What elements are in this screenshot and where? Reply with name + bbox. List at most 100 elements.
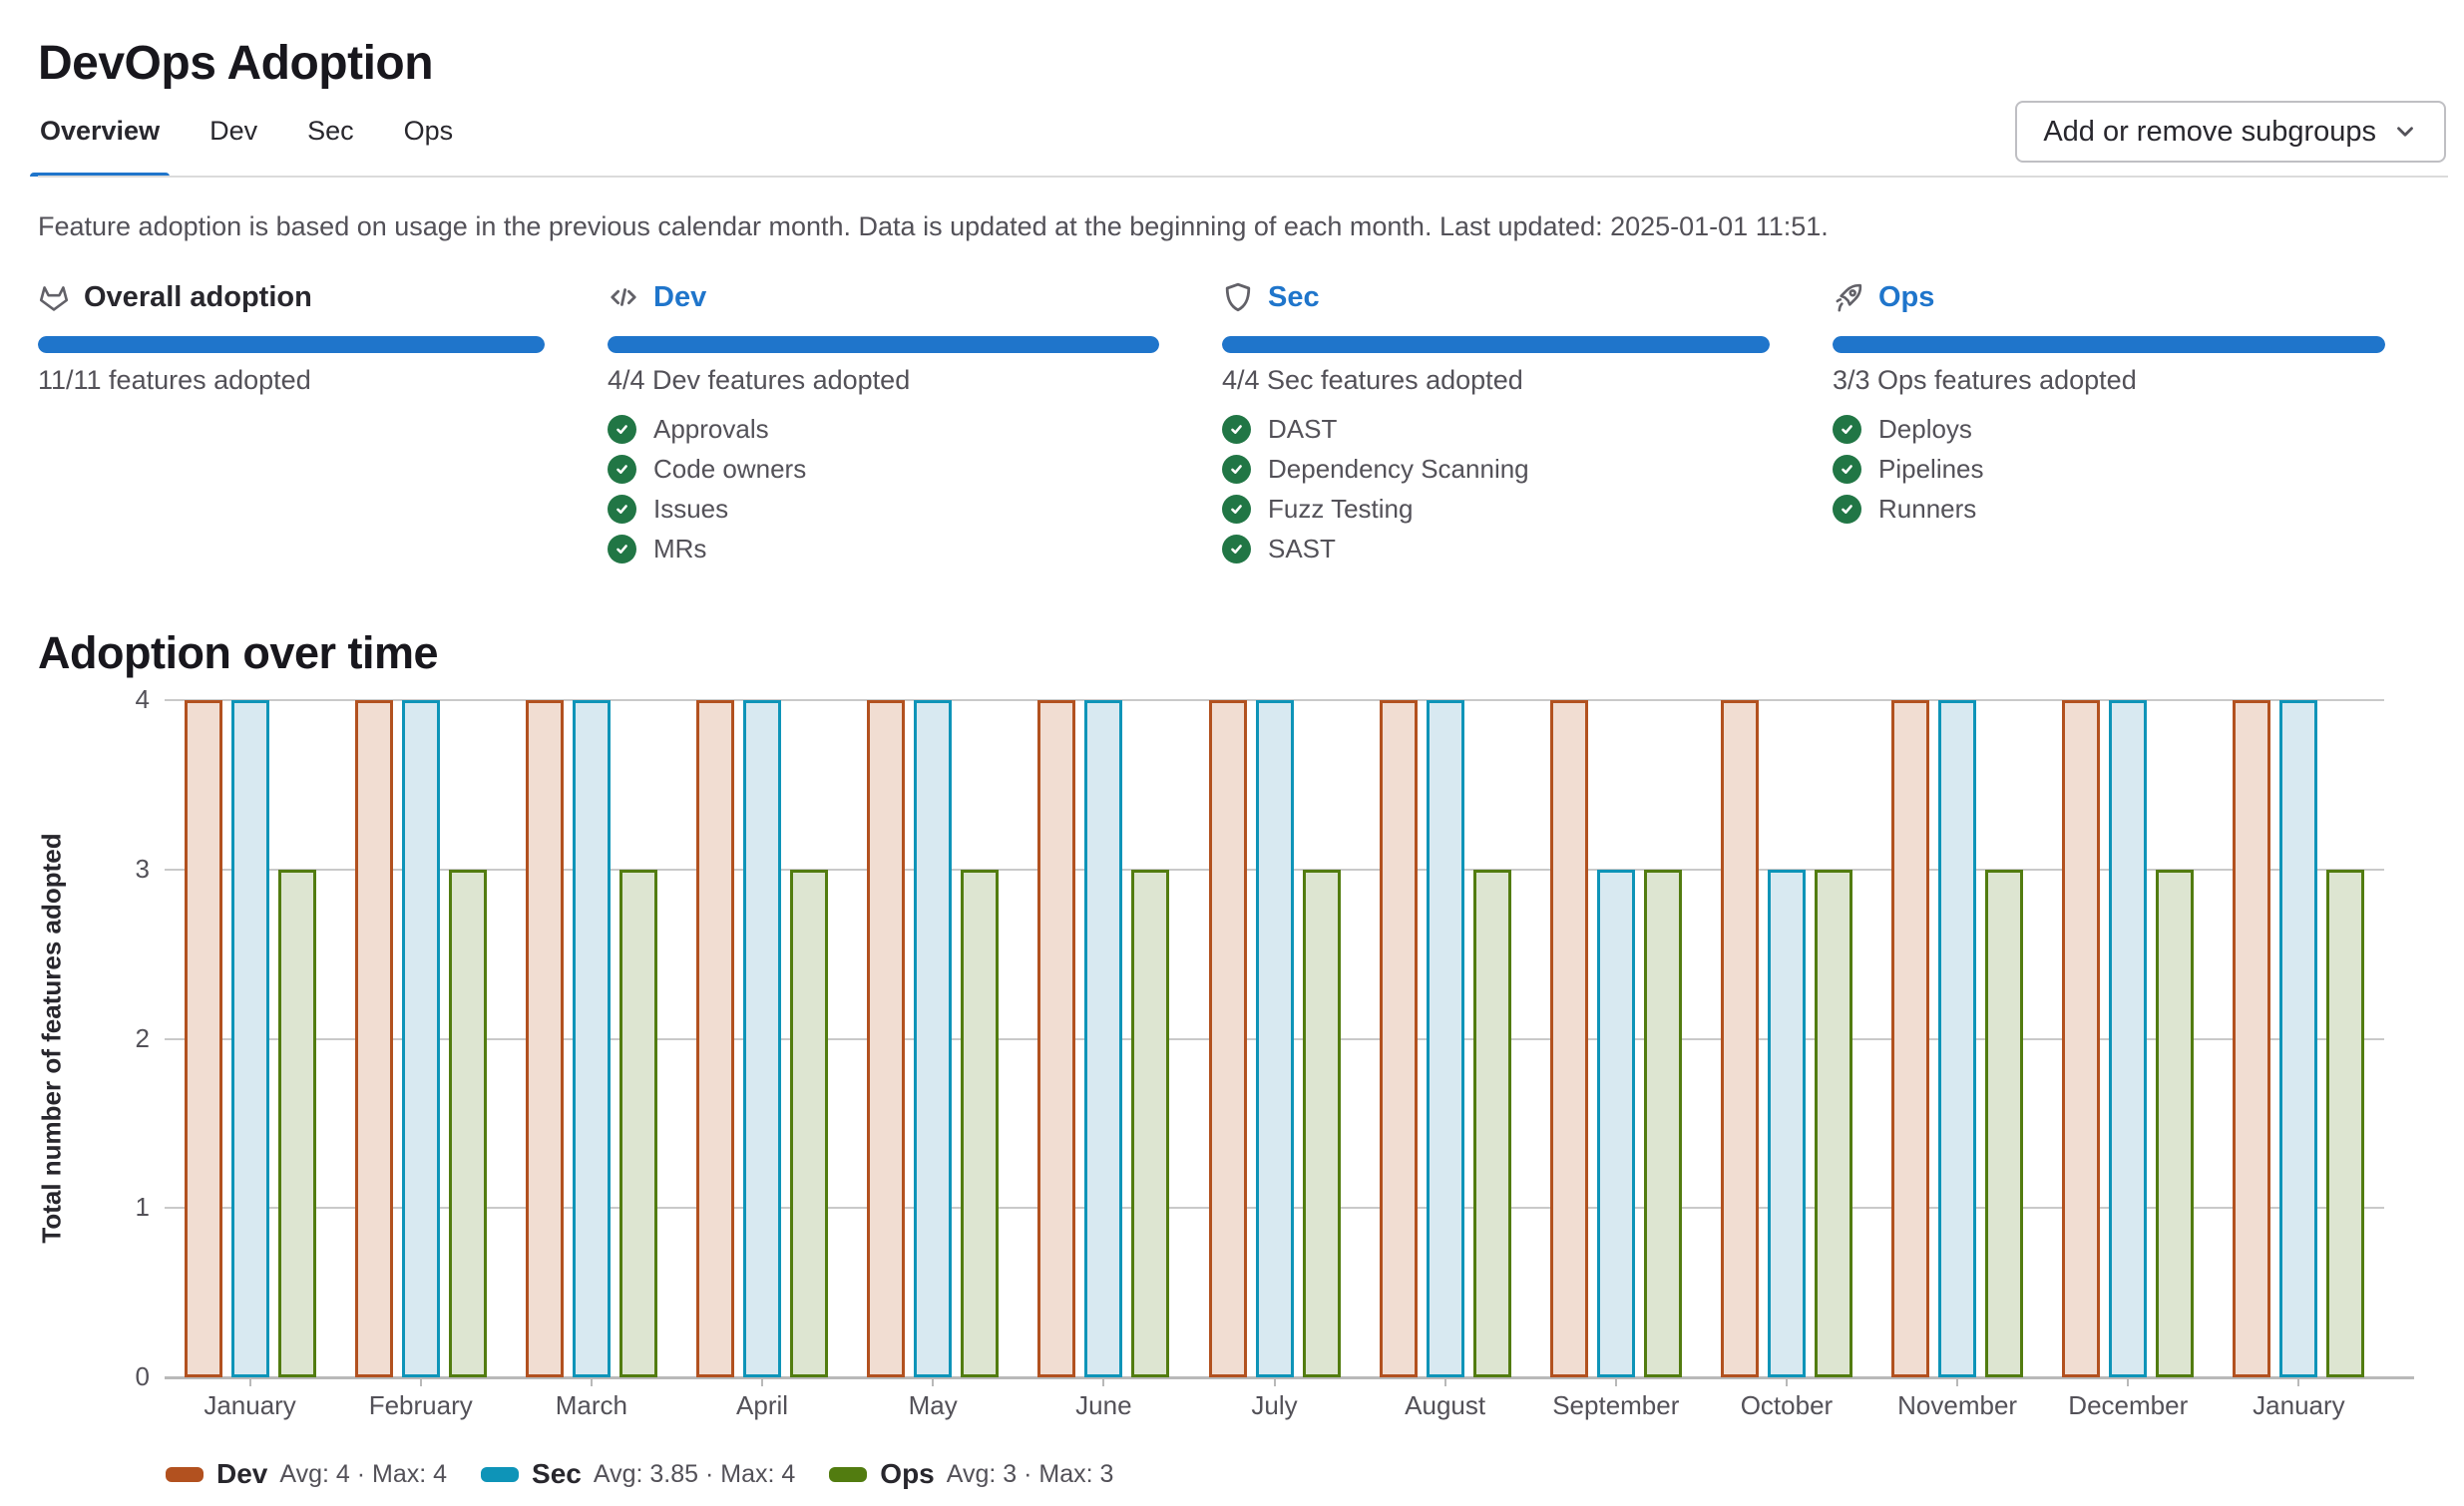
bar-dev-august[interactable] bbox=[1379, 700, 1418, 1377]
x-axis-label-january-12: January bbox=[2253, 1390, 2345, 1420]
bar-ops-september[interactable] bbox=[1643, 869, 1682, 1377]
bar-sec-august[interactable] bbox=[1426, 700, 1464, 1377]
check-circle-icon bbox=[608, 534, 636, 564]
tab-sec[interactable]: Sec bbox=[307, 116, 354, 146]
x-axis-label-july-6: July bbox=[1251, 1390, 1298, 1420]
x-tick bbox=[248, 1377, 251, 1386]
add-or-remove-subgroups-button[interactable]: Add or remove subgroups bbox=[2015, 101, 2446, 163]
adoption-progress-fill bbox=[608, 336, 1159, 353]
check-circle-icon bbox=[608, 414, 636, 444]
x-tick bbox=[1102, 1377, 1105, 1386]
bar-ops-october[interactable] bbox=[1814, 869, 1852, 1377]
bar-sec-february[interactable] bbox=[401, 700, 440, 1377]
feature-label: Runners bbox=[1878, 493, 1977, 524]
legend-swatch-sec bbox=[481, 1466, 520, 1482]
tab-ops[interactable]: Ops bbox=[403, 116, 454, 146]
bar-dev-july[interactable] bbox=[1208, 700, 1247, 1377]
adoption-column-ops: Ops 3/3 Ops features adopted Deploys Pipeli… bbox=[1833, 279, 2385, 568]
y-axis-title: Total number of features adopted bbox=[36, 833, 67, 1244]
x-tick bbox=[761, 1377, 764, 1386]
bar-dev-january[interactable] bbox=[184, 700, 222, 1377]
bar-dev-april[interactable] bbox=[696, 700, 735, 1377]
y-tick-label: 1 bbox=[135, 1192, 150, 1223]
shield-icon bbox=[1222, 281, 1254, 313]
x-tick bbox=[1443, 1377, 1446, 1386]
legend-item-sec[interactable]: Sec Avg: 3.85 · Max: 4 bbox=[481, 1458, 795, 1490]
check-circle-icon bbox=[1222, 454, 1251, 484]
feature-label: Issues bbox=[653, 493, 729, 524]
bar-sec-september[interactable] bbox=[1596, 869, 1635, 1377]
bar-dev-september[interactable] bbox=[1549, 700, 1588, 1377]
bar-sec-june[interactable] bbox=[1084, 700, 1123, 1377]
tanuki-icon bbox=[38, 281, 70, 313]
check-circle-icon bbox=[1833, 494, 1861, 524]
feature-label: Deploys bbox=[1878, 413, 1972, 444]
bar-ops-june[interactable] bbox=[1131, 869, 1170, 1377]
check-circle-icon bbox=[1833, 454, 1861, 484]
bar-sec-january[interactable] bbox=[230, 700, 269, 1377]
bar-sec-november[interactable] bbox=[1938, 700, 1977, 1377]
column-title-sec[interactable]: Sec bbox=[1268, 280, 1320, 313]
feature-label: Fuzz Testing bbox=[1268, 493, 1414, 524]
bar-dev-january[interactable] bbox=[2233, 700, 2271, 1377]
legend-item-dev[interactable]: Dev Avg: 4 · Max: 4 bbox=[166, 1458, 447, 1490]
add-or-remove-subgroups-label: Add or remove subgroups bbox=[2043, 115, 2376, 148]
bar-dev-february[interactable] bbox=[354, 700, 393, 1377]
feature-label: DAST bbox=[1268, 413, 1338, 444]
legend-swatch-dev bbox=[166, 1466, 204, 1482]
legend-series-name: Dev bbox=[216, 1458, 268, 1489]
legend-series-name: Ops bbox=[880, 1458, 935, 1489]
legend-series-name: Sec bbox=[532, 1458, 582, 1489]
bar-sec-may[interactable] bbox=[914, 700, 953, 1377]
legend-item-ops[interactable]: Ops Avg: 3 · Max: 3 bbox=[829, 1458, 1113, 1490]
bar-dev-october[interactable] bbox=[1720, 700, 1759, 1377]
bar-ops-may[interactable] bbox=[961, 869, 1000, 1377]
bar-dev-november[interactable] bbox=[1891, 700, 1930, 1377]
bar-ops-january[interactable] bbox=[277, 869, 316, 1377]
adoption-column-dev: Dev 4/4 Dev features adopted Approvals Code… bbox=[608, 279, 1159, 568]
bar-ops-july[interactable] bbox=[1302, 869, 1341, 1377]
adoption-column-sec: Sec 4/4 Sec features adopted DAST Dependenc… bbox=[1222, 279, 1770, 568]
column-title-ops[interactable]: Ops bbox=[1878, 280, 1935, 313]
bar-sec-april[interactable] bbox=[743, 700, 782, 1377]
x-tick bbox=[2127, 1377, 2130, 1386]
bar-ops-april[interactable] bbox=[790, 869, 829, 1377]
column-title-dev[interactable]: Dev bbox=[653, 280, 707, 313]
x-axis-label-august-7: August bbox=[1405, 1390, 1486, 1420]
bar-dev-may[interactable] bbox=[867, 700, 906, 1377]
features-adopted-label: 11/11 features adopted bbox=[38, 365, 311, 395]
bar-dev-march[interactable] bbox=[525, 700, 564, 1377]
bar-sec-january[interactable] bbox=[2279, 700, 2318, 1377]
page-title: DevOps Adoption bbox=[38, 37, 434, 91]
feature-label: SAST bbox=[1268, 533, 1336, 564]
check-circle-icon bbox=[1222, 494, 1251, 524]
check-circle-icon bbox=[1222, 414, 1251, 444]
bar-ops-august[interactable] bbox=[1472, 869, 1511, 1377]
bar-ops-february[interactable] bbox=[448, 869, 487, 1377]
bar-ops-november[interactable] bbox=[1985, 869, 2024, 1377]
bar-sec-july[interactable] bbox=[1255, 700, 1294, 1377]
feature-label: Approvals bbox=[653, 413, 769, 444]
tab-dev[interactable]: Dev bbox=[209, 116, 258, 146]
x-tick bbox=[932, 1377, 935, 1386]
adoption-summary: Overall adoption 11/11 features adopted De… bbox=[38, 279, 2426, 568]
x-axis-label-october-9: October bbox=[1740, 1390, 1834, 1420]
bar-dev-december[interactable] bbox=[2062, 700, 2101, 1377]
adoption-progress-fill bbox=[1833, 336, 2385, 353]
legend-swatch-ops bbox=[829, 1466, 868, 1482]
feature-adoption-description: Feature adoption is based on usage in th… bbox=[38, 211, 1829, 241]
bar-sec-march[interactable] bbox=[572, 700, 611, 1377]
bar-dev-june[interactable] bbox=[1037, 700, 1076, 1377]
y-tick-label: 4 bbox=[135, 684, 150, 714]
bar-ops-december[interactable] bbox=[2156, 869, 2195, 1377]
feature-row: Deploys bbox=[1833, 409, 2385, 449]
tabs-divider bbox=[38, 176, 2448, 178]
bar-ops-march[interactable] bbox=[618, 869, 657, 1377]
rocket-icon bbox=[1833, 281, 1864, 313]
bar-ops-january[interactable] bbox=[2326, 869, 2365, 1377]
feature-list: Approvals Code owners Issues MRs bbox=[608, 409, 1159, 568]
bar-sec-october[interactable] bbox=[1767, 869, 1806, 1377]
tab-overview[interactable]: Overview bbox=[30, 106, 171, 177]
bar-sec-december[interactable] bbox=[2109, 700, 2148, 1377]
